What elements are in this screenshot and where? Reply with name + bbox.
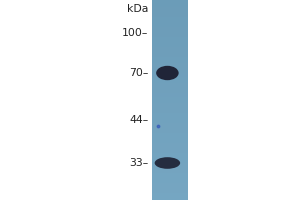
Bar [152, 160, 188, 163]
Bar [152, 26, 188, 30]
Bar [152, 40, 188, 43]
Bar [152, 186, 188, 190]
Bar [152, 100, 188, 103]
Bar [152, 120, 188, 123]
Bar [152, 70, 188, 73]
Bar [152, 83, 188, 87]
Bar [152, 63, 188, 67]
Bar [152, 13, 188, 17]
Bar [152, 56, 188, 60]
Bar [152, 30, 188, 33]
Bar [152, 96, 188, 100]
Bar [152, 16, 188, 20]
Ellipse shape [155, 157, 180, 169]
Text: 44–: 44– [129, 115, 148, 125]
Bar [152, 43, 188, 47]
Bar [152, 93, 188, 97]
Bar [152, 130, 188, 133]
Bar [152, 153, 188, 157]
Bar [152, 116, 188, 120]
Bar [152, 176, 188, 180]
Bar [152, 146, 188, 150]
Bar [152, 190, 188, 193]
Bar [152, 60, 188, 63]
Bar [152, 150, 188, 153]
Bar [152, 140, 188, 143]
Bar [152, 163, 188, 167]
Bar [152, 196, 188, 200]
Bar [152, 6, 188, 10]
Bar [152, 73, 188, 77]
Bar [152, 23, 188, 27]
Bar [152, 20, 188, 23]
Bar [152, 126, 188, 130]
Bar [152, 173, 188, 177]
Bar [152, 76, 188, 80]
Bar [152, 180, 188, 183]
Bar [152, 3, 188, 7]
Bar [152, 10, 188, 13]
Bar [152, 36, 188, 40]
Text: 70–: 70– [129, 68, 148, 78]
Bar [152, 123, 188, 127]
Bar [152, 106, 188, 110]
Bar [152, 103, 188, 107]
Bar [152, 156, 188, 160]
Bar [152, 46, 188, 50]
Bar [152, 50, 188, 53]
Text: 100–: 100– [122, 28, 148, 38]
Bar [152, 136, 188, 140]
Bar [152, 113, 188, 117]
Bar [152, 143, 188, 147]
Bar [152, 33, 188, 37]
Text: kDa: kDa [127, 4, 148, 14]
Bar [152, 133, 188, 137]
Bar [152, 110, 188, 113]
Bar [152, 170, 188, 173]
Bar [152, 66, 188, 70]
Text: 33–: 33– [129, 158, 148, 168]
Bar [152, 90, 188, 93]
Bar [152, 86, 188, 90]
Bar [152, 183, 188, 187]
Bar [152, 80, 188, 83]
Bar [152, 0, 188, 3]
Ellipse shape [156, 66, 179, 80]
Bar [152, 53, 188, 57]
Bar [152, 193, 188, 197]
Bar [152, 166, 188, 170]
